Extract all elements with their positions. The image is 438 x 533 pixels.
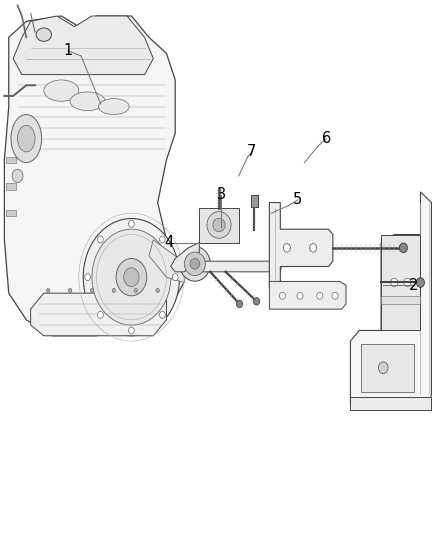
Ellipse shape bbox=[99, 99, 129, 115]
Ellipse shape bbox=[207, 212, 231, 238]
Polygon shape bbox=[381, 235, 420, 330]
Ellipse shape bbox=[391, 278, 398, 287]
Ellipse shape bbox=[98, 311, 103, 318]
Bar bbox=[350, 397, 431, 410]
Polygon shape bbox=[171, 243, 199, 272]
Ellipse shape bbox=[92, 229, 171, 325]
Ellipse shape bbox=[399, 243, 407, 253]
Ellipse shape bbox=[90, 288, 94, 293]
Ellipse shape bbox=[18, 125, 35, 152]
Polygon shape bbox=[149, 240, 188, 282]
Ellipse shape bbox=[317, 292, 323, 300]
Bar bbox=[199, 208, 239, 243]
Ellipse shape bbox=[83, 219, 180, 336]
Ellipse shape bbox=[283, 244, 290, 252]
Ellipse shape bbox=[297, 292, 303, 300]
Ellipse shape bbox=[98, 236, 103, 243]
Polygon shape bbox=[350, 192, 431, 405]
Ellipse shape bbox=[70, 92, 105, 110]
Ellipse shape bbox=[46, 288, 50, 293]
Ellipse shape bbox=[116, 259, 147, 296]
Ellipse shape bbox=[213, 219, 225, 232]
Ellipse shape bbox=[417, 278, 424, 287]
Polygon shape bbox=[381, 296, 420, 304]
Polygon shape bbox=[31, 293, 166, 336]
Ellipse shape bbox=[129, 221, 134, 227]
Ellipse shape bbox=[279, 292, 286, 300]
Text: 6: 6 bbox=[321, 131, 331, 146]
Polygon shape bbox=[4, 16, 184, 336]
Bar bbox=[6, 183, 16, 190]
Ellipse shape bbox=[124, 268, 139, 287]
Text: 3: 3 bbox=[217, 187, 226, 202]
Ellipse shape bbox=[12, 169, 23, 182]
Polygon shape bbox=[269, 281, 346, 309]
Ellipse shape bbox=[332, 292, 338, 300]
Text: 4: 4 bbox=[164, 235, 173, 250]
Ellipse shape bbox=[129, 327, 134, 334]
Ellipse shape bbox=[404, 278, 411, 287]
Bar bbox=[6, 157, 16, 163]
Ellipse shape bbox=[44, 80, 79, 101]
Ellipse shape bbox=[180, 246, 210, 281]
Ellipse shape bbox=[237, 300, 243, 308]
Text: 1: 1 bbox=[63, 43, 73, 58]
Bar bbox=[361, 344, 414, 392]
Ellipse shape bbox=[378, 362, 388, 374]
Bar bbox=[251, 195, 258, 207]
Ellipse shape bbox=[36, 28, 52, 42]
Ellipse shape bbox=[190, 259, 200, 269]
Ellipse shape bbox=[310, 244, 317, 252]
Ellipse shape bbox=[184, 252, 205, 276]
Bar bbox=[6, 210, 16, 216]
Polygon shape bbox=[13, 16, 153, 75]
Ellipse shape bbox=[156, 288, 159, 293]
Ellipse shape bbox=[134, 288, 138, 293]
Ellipse shape bbox=[159, 236, 165, 243]
Text: 7: 7 bbox=[247, 144, 257, 159]
Ellipse shape bbox=[254, 297, 260, 305]
Ellipse shape bbox=[68, 288, 72, 293]
Text: 5: 5 bbox=[293, 192, 303, 207]
Ellipse shape bbox=[159, 311, 165, 318]
Ellipse shape bbox=[11, 115, 42, 163]
Ellipse shape bbox=[85, 274, 90, 280]
Ellipse shape bbox=[112, 288, 116, 293]
Text: 2: 2 bbox=[409, 278, 419, 293]
Polygon shape bbox=[188, 261, 283, 272]
Polygon shape bbox=[269, 203, 333, 288]
Ellipse shape bbox=[173, 274, 178, 280]
